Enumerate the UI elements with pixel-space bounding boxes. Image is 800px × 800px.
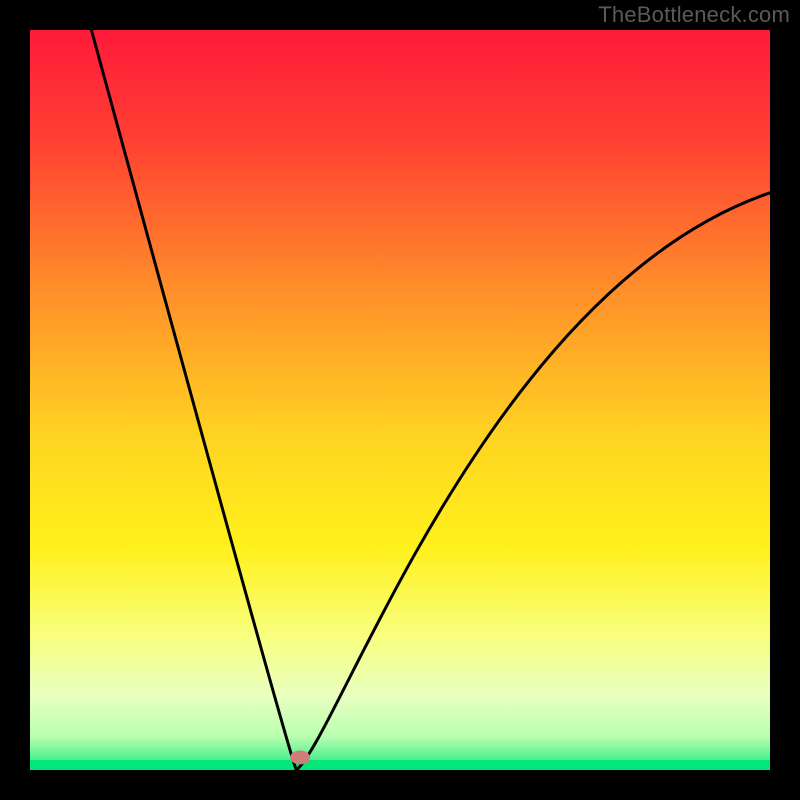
- bottleneck-chart-svg: [0, 0, 800, 800]
- watermark-text: TheBottleneck.com: [598, 2, 790, 28]
- optimal-point-marker: [290, 750, 310, 764]
- chart-background-gradient: [30, 30, 770, 770]
- chart-bottom-strip: [30, 760, 770, 770]
- chart-container: TheBottleneck.com: [0, 0, 800, 800]
